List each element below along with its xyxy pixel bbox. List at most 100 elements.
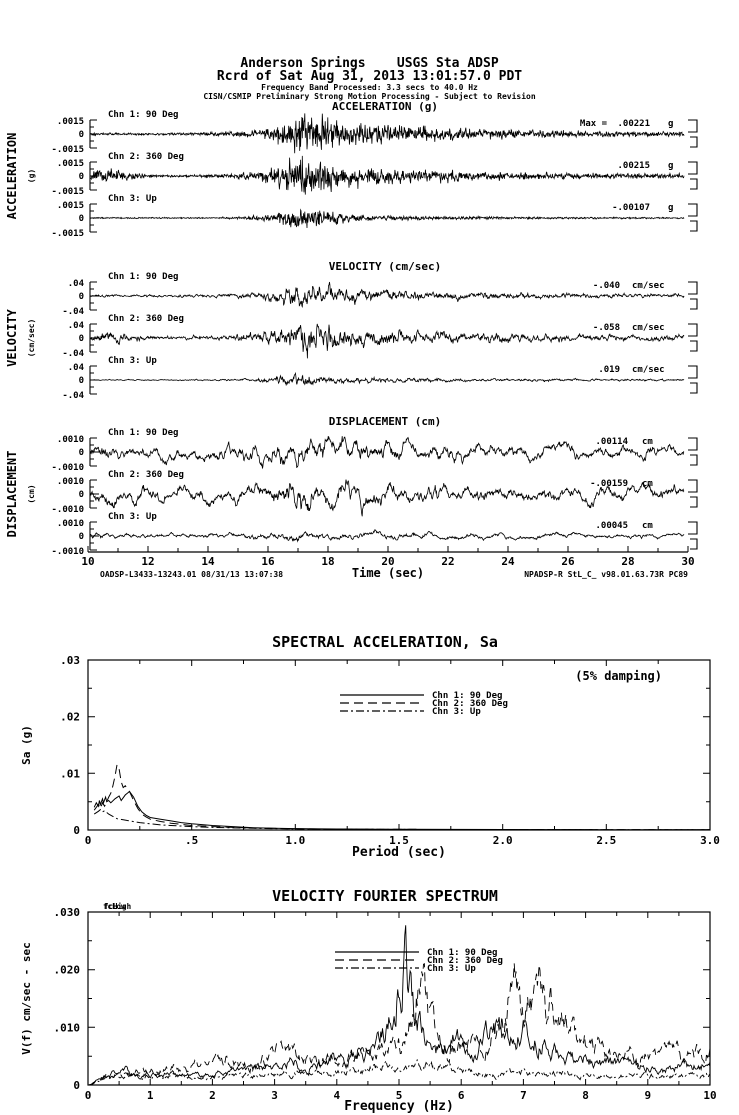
frequency-band-note: Frequency Band Processed: 3.3 secs to 40… xyxy=(261,83,478,92)
scale-bracket-right-upper xyxy=(688,281,698,295)
fourier-ylabel: V(f) cm/sec - sec xyxy=(20,942,33,1055)
scale-zero-label: 0 xyxy=(79,490,84,500)
scale-top-label: .0010 xyxy=(57,435,84,445)
velocity-chn2-waveform xyxy=(89,323,685,359)
peak-unit: cm xyxy=(642,437,653,447)
displacement-chn2-waveform xyxy=(89,479,685,517)
acceleration-panel: ACCELERATION (g) ACCELERATION (g) .0015 0 -.0… xyxy=(5,100,698,239)
time-tick-label: 12 xyxy=(141,555,154,568)
peak-value: .00221 xyxy=(617,119,650,129)
acceleration-chn2-trace: .0015 0 -.0015 Chn 2: 360 Deg .00215 g xyxy=(51,152,698,197)
scale-bracket-left xyxy=(89,479,99,509)
scale-bracket-right-upper xyxy=(688,119,698,133)
processing-footer-right: NPADSP-R StL_C_ v98.01.63.73R PC89 xyxy=(524,570,688,579)
scale-bracket-right-lower xyxy=(690,298,698,310)
velocity-side-label: VELOCITY xyxy=(5,308,19,367)
scale-bracket-right-lower xyxy=(690,454,698,466)
y-tick-label: .03 xyxy=(60,654,80,667)
scale-bottom-label: -.0010 xyxy=(51,547,84,557)
scale-top-label: .0010 xyxy=(57,519,84,529)
peak-value: -.040 xyxy=(593,281,620,291)
scale-zero-label: 0 xyxy=(79,448,84,458)
scale-bracket-right-lower xyxy=(690,178,698,190)
record-datetime: Rcrd of Sat Aug 31, 2013 13:01:57.0 PDT xyxy=(216,69,523,84)
acceleration-chn1-trace: .0015 0 -.0015 Chn 1: 90 Deg Max = .00221 g xyxy=(51,110,698,155)
scale-zero-label: 0 xyxy=(79,172,84,182)
acceleration-side-label: ACCELERATION xyxy=(5,133,19,220)
displacement-chn3-trace: .0010 0 -.0010 Chn 3: Up .00045 cm xyxy=(51,512,698,557)
x-tick-label: 8 xyxy=(582,1089,589,1102)
x-tick-label: 2.0 xyxy=(493,834,513,847)
scale-bottom-label: -.0015 xyxy=(51,229,84,239)
peak-value: -.00159 xyxy=(590,479,628,489)
station-title: Anderson Springs USGS Sta ADSP xyxy=(240,56,499,71)
legend-label: Chn 2: 360 Deg xyxy=(432,699,508,709)
time-tick-label: 24 xyxy=(501,555,515,568)
acceleration-chn2-waveform xyxy=(89,155,685,195)
sa-frame: 0 .5 1.0 1.5 2.0 2.5 3.0 0 .01 .02 .03 xyxy=(60,654,720,847)
x-tick-label: 4 xyxy=(333,1089,340,1102)
legend-label: Chn 1: 90 Deg xyxy=(427,948,497,958)
plot-frame xyxy=(87,659,711,831)
time-tick-label: 20 xyxy=(381,555,394,568)
peak-unit: g xyxy=(668,161,673,171)
time-tick-label: 22 xyxy=(441,555,454,568)
channel-label: Chn 3: Up xyxy=(108,356,157,366)
fourier-xlabel: Frequency (Hz) xyxy=(344,1099,454,1114)
scale-bracket-right-upper xyxy=(688,323,698,337)
scale-zero-label: 0 xyxy=(79,376,84,386)
scale-top-label: .0015 xyxy=(57,117,84,127)
scale-bracket-right-upper xyxy=(688,365,698,379)
scale-zero-label: 0 xyxy=(79,532,84,542)
y-tick-label: .020 xyxy=(54,964,81,977)
peak-prefix: Max = xyxy=(580,119,608,129)
fourier-title: VELOCITY FOURIER SPECTRUM xyxy=(272,887,498,905)
velocity-side-unit: (cm/sec) xyxy=(27,319,36,358)
sa-xlabel: Period (sec) xyxy=(352,845,446,860)
y-tick-label: 0 xyxy=(73,1079,80,1092)
scale-bottom-label: -.04 xyxy=(62,391,84,401)
time-axis-title: Time (sec) xyxy=(352,566,424,580)
peak-unit: cm/sec xyxy=(632,365,665,375)
velocity-chn1-waveform xyxy=(89,281,685,309)
acceleration-side-unit: (g) xyxy=(27,169,36,183)
x-tick-label: 6 xyxy=(458,1089,465,1102)
x-tick-label: 9 xyxy=(644,1089,651,1102)
legend-label: Chn 3: Up xyxy=(427,964,476,974)
displacement-side-label: DISPLACEMENT xyxy=(5,451,19,538)
channel-label: Chn 3: Up xyxy=(108,512,157,522)
scale-bottom-label: -.04 xyxy=(62,349,84,359)
channel-label: Chn 1: 90 Deg xyxy=(108,110,178,120)
fourier-frame: 0 1 2 3 4 5 6 7 8 9 10 0 .010 .020 .030 xyxy=(54,906,717,1102)
velocity-fourier-spectrum-chart: VELOCITY FOURIER SPECTRUM 0 1 2 3 4 5 6 7 8 9 10 0 .0… xyxy=(20,887,717,1114)
time-tick-label: 14 xyxy=(201,555,215,568)
legend-label: Chn 2: 360 Deg xyxy=(427,956,503,966)
peak-unit: g xyxy=(668,119,673,129)
y-tick-label: .01 xyxy=(60,767,80,780)
y-tick-label: .010 xyxy=(54,1021,81,1034)
sa-series-chn2 xyxy=(93,763,711,831)
legend-label: Chn 1: 90 Deg xyxy=(432,691,502,701)
y-tick-label: 0 xyxy=(73,824,80,837)
scale-bottom-label: -.0010 xyxy=(51,505,84,515)
time-tick-label: 16 xyxy=(261,555,275,568)
scale-zero-label: 0 xyxy=(79,130,84,140)
velocity-panel: VELOCITY (cm/sec) VELOCITY (cm/sec) .04 0 -.0… xyxy=(5,260,698,401)
scale-bottom-label: -.0010 xyxy=(51,463,84,473)
x-tick-label: 1 xyxy=(147,1089,154,1102)
velocity-chn3-waveform xyxy=(89,371,685,386)
sa-title: SPECTRAL ACCELERATION, Sa xyxy=(272,633,498,651)
peak-value: -.00107 xyxy=(612,203,650,213)
acceleration-chn1-waveform xyxy=(89,113,685,154)
peak-unit: g xyxy=(668,203,673,213)
x-tick-label: .5 xyxy=(185,834,198,847)
x-tick-label: 2 xyxy=(209,1089,216,1102)
peak-value: -.058 xyxy=(593,323,620,333)
scale-bottom-label: -.0015 xyxy=(51,187,84,197)
y-tick-label: .030 xyxy=(54,906,81,919)
x-tick-label: 5 xyxy=(396,1089,403,1102)
x-tick-label: 3 xyxy=(271,1089,278,1102)
scale-top-label: .04 xyxy=(68,321,85,331)
fourier-series-chn3 xyxy=(87,1058,711,1086)
